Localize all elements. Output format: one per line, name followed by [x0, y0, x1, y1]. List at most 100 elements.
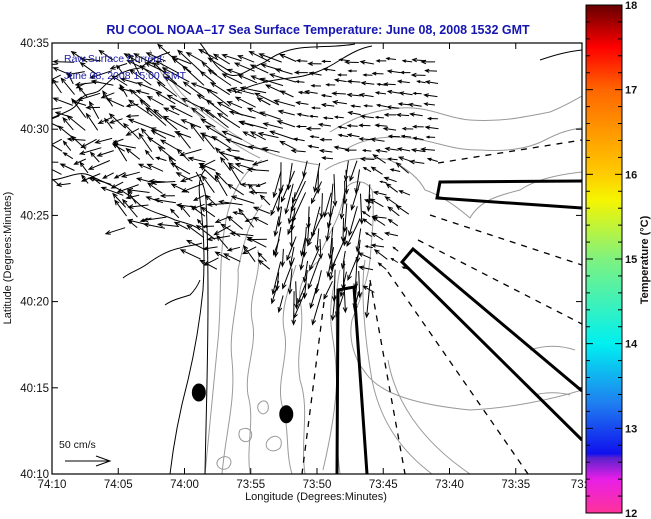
current-vector [181, 65, 205, 86]
current-vector [246, 167, 270, 173]
current-vector [238, 208, 254, 228]
current-vector [271, 261, 282, 296]
current-vector [264, 84, 284, 94]
current-vector [62, 116, 74, 131]
current-vector [416, 80, 426, 84]
x-tick-label: 73:55 [236, 479, 265, 491]
current-vector [159, 193, 175, 199]
current-vector [294, 281, 299, 310]
current-vector [228, 164, 242, 185]
current-vector [322, 67, 336, 72]
bathymetry-contour [221, 204, 263, 474]
current-vector [185, 51, 204, 63]
current-vector [215, 171, 228, 185]
bathymetry-contour [321, 181, 582, 411]
current-vector [136, 82, 162, 94]
current-vector [269, 130, 296, 141]
station-markers [191, 383, 294, 424]
current-vector [375, 59, 387, 63]
current-vector [170, 183, 190, 193]
bathymetry-contour [149, 49, 261, 159]
current-vector [408, 159, 425, 165]
current-vector [52, 97, 73, 106]
current-vector [214, 174, 228, 197]
current-vector [370, 243, 385, 248]
current-vector [358, 92, 374, 98]
current-vector [310, 84, 322, 88]
current-vector [80, 138, 97, 149]
current-vector [60, 77, 75, 95]
current-vector [364, 232, 372, 237]
current-vector [296, 112, 309, 117]
current-vector [350, 104, 361, 108]
current-vector [268, 73, 297, 83]
current-vector [104, 227, 126, 235]
current-vector [78, 86, 88, 98]
current-vector [128, 99, 153, 117]
current-vector [207, 69, 232, 86]
current-vector [320, 102, 335, 108]
current-vector [425, 135, 436, 139]
current-vector [205, 99, 229, 117]
current-vector [246, 236, 267, 248]
current-vector [169, 208, 180, 219]
current-vector [332, 174, 338, 207]
current-vector [180, 119, 202, 129]
current-vector [375, 148, 388, 153]
x-tick-label: 74:05 [104, 479, 133, 491]
current-vector [201, 174, 215, 193]
current-vector [221, 73, 243, 85]
current-vector [190, 123, 205, 142]
current-vector [375, 103, 387, 108]
current-vector [199, 259, 218, 270]
current-vector [325, 216, 332, 242]
current-vector [114, 199, 128, 217]
current-vector [181, 97, 202, 109]
current-vector [147, 136, 166, 150]
y-axis: 40:35 40:30 40:25 40:20 40:15 40:10 [20, 38, 582, 481]
current-vector [307, 144, 319, 149]
current-vector [153, 108, 178, 131]
current-vector [339, 192, 346, 220]
current-vector [259, 111, 281, 120]
current-vector [319, 137, 333, 142]
current-vector [66, 114, 86, 131]
current-vector [310, 181, 323, 205]
current-vector [161, 67, 190, 83]
current-vector [401, 59, 413, 63]
current-vector [276, 120, 296, 128]
current-vector [213, 225, 231, 236]
current-vector [145, 52, 166, 62]
current-vector [104, 117, 113, 129]
current-vector [270, 184, 284, 217]
current-vector [384, 196, 399, 207]
current-vector [66, 136, 86, 142]
current-vector [52, 168, 62, 175]
current-vector [397, 102, 410, 106]
x-tick-label: 74:10 [38, 479, 67, 491]
vector-source-label: Raw Surface Current: [64, 53, 165, 65]
current-vector [156, 81, 178, 97]
current-vector [323, 280, 333, 301]
current-vector [87, 160, 110, 170]
current-vector [276, 191, 281, 213]
x-axis: 74:10 74:05 74:00 73:55 73:50 73:45 73:40 73:35… [38, 43, 593, 491]
current-vector [278, 162, 284, 195]
current-vector [358, 123, 371, 128]
surface-current-vectors [52, 43, 439, 326]
current-vector [290, 148, 306, 154]
current-vector [205, 88, 230, 107]
colorbar-tick-label: 12 [625, 508, 637, 519]
current-vector [350, 181, 361, 211]
current-vector [379, 180, 387, 184]
current-vector [358, 137, 371, 142]
current-vector [395, 162, 410, 174]
current-vector [257, 251, 267, 262]
current-vector [233, 156, 254, 162]
current-vector [96, 150, 114, 157]
current-vector [142, 222, 166, 229]
current-vector [108, 118, 123, 124]
current-vector [346, 133, 360, 138]
current-vector [307, 257, 321, 290]
current-vector [232, 211, 245, 216]
